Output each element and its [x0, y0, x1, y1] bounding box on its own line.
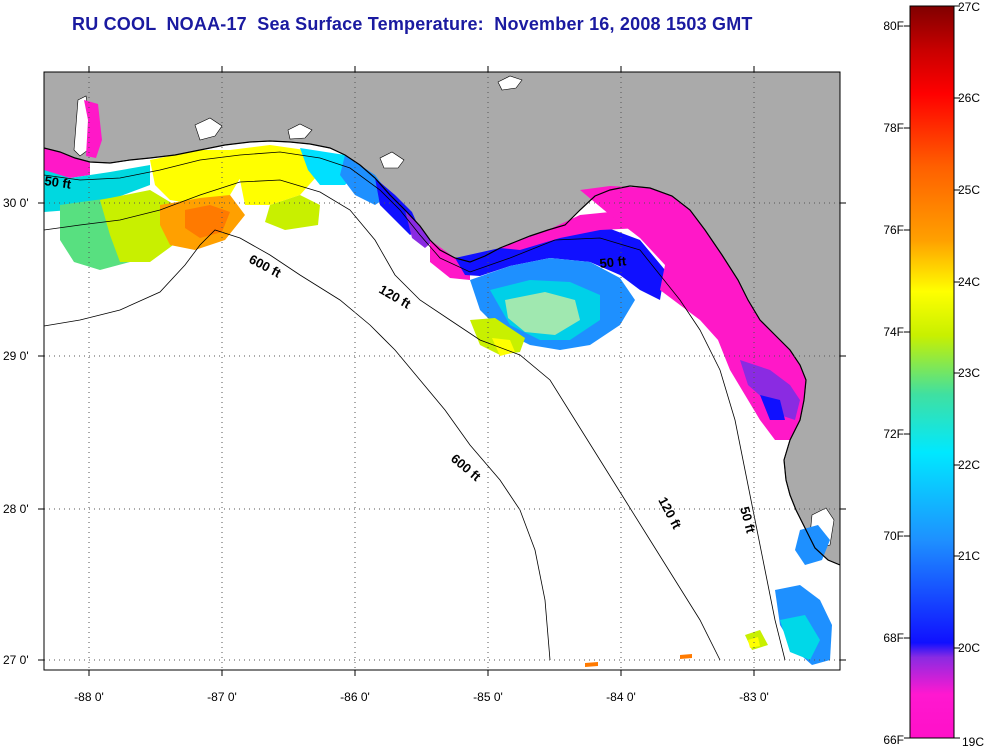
pensacola-bay	[194, 117, 223, 141]
island-top	[497, 75, 523, 91]
map-title: RU COOL NOAA-17 Sea Surface Temperature:…	[72, 14, 753, 34]
contour-label-50ft-nw: 50 ft	[44, 173, 73, 192]
contour-label-50ft-south: 50 ft	[737, 505, 759, 535]
lat-tick-label: 28 0'	[3, 502, 29, 516]
mobile-bay	[73, 95, 91, 157]
choctaw-bay	[287, 123, 313, 140]
contour-label-50ft-bigbend: 50 ft	[599, 253, 628, 271]
lon-tick-label: -88 0'	[74, 690, 104, 704]
contour-50ft	[44, 151, 786, 661]
contour-120ft	[44, 179, 721, 661]
lon-tick-label: -86 0'	[340, 690, 370, 704]
lon-tick-label: -84 0'	[606, 690, 636, 704]
lon-tick-label: -87 0'	[207, 690, 237, 704]
lat-tick-label: 30 0'	[3, 196, 29, 210]
lon-tick-label: -85 0'	[473, 690, 503, 704]
map-tick-marks	[38, 66, 846, 676]
lon-tick-label: -83 0'	[739, 690, 769, 704]
lat-tick-label: 27 0'	[3, 653, 29, 667]
lat-tick-label: 29 0'	[3, 349, 29, 363]
contour-600ft	[44, 229, 551, 661]
coastline	[44, 140, 840, 566]
sst-data	[44, 100, 832, 667]
st-andrew-bay	[379, 151, 405, 169]
